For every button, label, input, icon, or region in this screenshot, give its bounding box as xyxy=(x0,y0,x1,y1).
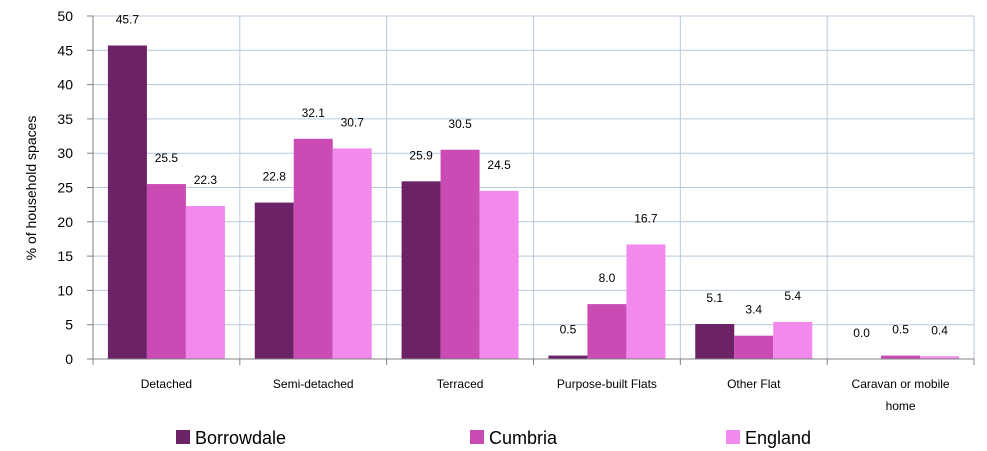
data-label: 0.5 xyxy=(892,323,909,337)
data-label: 16.7 xyxy=(634,211,658,225)
y-tick-label: 0 xyxy=(65,351,73,367)
bar xyxy=(401,181,441,359)
y-tick-label: 10 xyxy=(57,282,73,298)
bar xyxy=(773,321,813,359)
category-label: Other Flat xyxy=(727,377,781,391)
data-label: 25.5 xyxy=(155,151,179,165)
bar xyxy=(626,244,666,359)
data-label: 30.5 xyxy=(448,117,472,131)
data-label: 24.5 xyxy=(487,158,511,172)
category-label: Semi-detached xyxy=(273,377,354,391)
data-label: 32.1 xyxy=(302,106,326,120)
bar xyxy=(695,324,735,359)
y-tick-label: 30 xyxy=(57,145,73,161)
bar xyxy=(146,184,186,359)
legend-swatch xyxy=(176,430,190,444)
bar xyxy=(587,304,627,359)
bar xyxy=(920,356,960,359)
category-label: Purpose-built Flats xyxy=(557,377,657,391)
bar xyxy=(254,202,294,359)
data-label: 5.4 xyxy=(784,289,801,303)
y-tick-label: 45 xyxy=(57,42,73,58)
data-label: 8.0 xyxy=(599,271,616,285)
data-label: 0.5 xyxy=(560,323,577,337)
data-label: 30.7 xyxy=(341,115,365,129)
bar xyxy=(185,206,225,359)
y-tick-label: 20 xyxy=(57,214,73,230)
y-tick-label: 40 xyxy=(57,77,73,93)
legend-swatch xyxy=(470,430,484,444)
y-tick-labels: 0 5 10 15 20 25 30 35 40 45 50 xyxy=(57,8,73,367)
bar xyxy=(881,355,921,359)
category-label: Terraced xyxy=(437,377,484,391)
data-label: 25.9 xyxy=(409,148,433,162)
legend-swatch xyxy=(726,430,740,444)
data-label: 22.8 xyxy=(263,170,287,184)
legend-label: England xyxy=(745,428,811,448)
bar xyxy=(332,148,372,359)
legend-label: Cumbria xyxy=(489,428,558,448)
category-label: home xyxy=(886,399,916,413)
category-label: Detached xyxy=(141,377,192,391)
category-labels: Detached Semi-detached Terraced Purpose-bui… xyxy=(141,377,950,413)
data-label: 5.1 xyxy=(706,291,723,305)
y-tick-label: 25 xyxy=(57,180,73,196)
data-labels: 45.7 25.5 22.3 22.8 32.1 30.7 25.9 30.5 24.5 0.5 8… xyxy=(116,12,949,340)
data-label: 3.4 xyxy=(745,303,762,317)
legend-label: Borrowdale xyxy=(195,428,286,448)
bar xyxy=(479,190,519,359)
data-label: 22.3 xyxy=(194,173,218,187)
y-tick-label: 50 xyxy=(57,8,73,24)
bar xyxy=(440,149,480,359)
y-tick-label: 5 xyxy=(65,317,73,333)
bar xyxy=(548,355,588,359)
y-tick-label: 15 xyxy=(57,248,73,264)
legend: Borrowdale Cumbria England xyxy=(176,428,811,448)
bars xyxy=(107,45,960,360)
bar xyxy=(734,335,774,359)
y-axis-title: % of household spaces xyxy=(23,116,39,261)
y-tick-label: 35 xyxy=(57,111,73,127)
gridlines xyxy=(92,15,975,360)
data-label: 0.4 xyxy=(931,323,948,337)
bar xyxy=(293,138,333,359)
data-label: 0.0 xyxy=(853,326,870,340)
bar xyxy=(107,45,147,360)
data-label: 45.7 xyxy=(116,12,140,26)
category-label: Caravan or mobile xyxy=(852,377,950,391)
axes xyxy=(87,15,975,365)
